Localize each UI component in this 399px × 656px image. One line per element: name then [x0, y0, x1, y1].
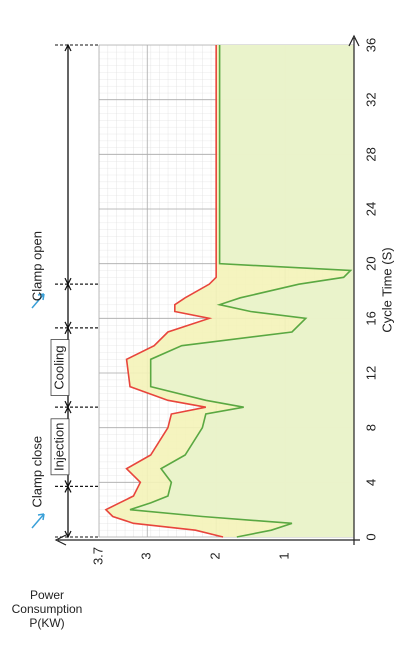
- time-arrow: [348, 34, 360, 47]
- phase-label: Clamp open: [29, 231, 44, 301]
- pointer-arrow: [31, 513, 45, 529]
- x-tick-label: 36: [363, 38, 378, 52]
- series-line: [129, 45, 353, 538]
- y-axis-label: Power Consumption P(KW): [11, 588, 83, 630]
- phase-label: Cooling: [51, 345, 66, 389]
- area-fill: [130, 45, 354, 537]
- x-tick-label: 12: [363, 366, 378, 380]
- x-tick-label: 4: [363, 479, 378, 486]
- pointer-arrow: [31, 293, 45, 309]
- y-tick-label: 3.7: [90, 547, 105, 565]
- y-tick-label: 3: [139, 552, 154, 559]
- x-tick-label: 24: [363, 202, 378, 216]
- phase-label-box: [50, 339, 70, 396]
- x-tick-label: 28: [363, 147, 378, 161]
- phase-label: Injection: [51, 423, 66, 471]
- x-tick-label: 8: [363, 424, 378, 431]
- y-tick-label: 2: [208, 552, 223, 559]
- x-axis-label: Cycle Time (S): [379, 247, 394, 332]
- x-tick-label: 16: [363, 311, 378, 325]
- series-line: [104, 45, 224, 538]
- x-tick-label: 20: [363, 256, 378, 270]
- plot: [98, 44, 354, 538]
- x-tick-label: 32: [363, 92, 378, 106]
- y-tick-label: 1: [277, 552, 292, 559]
- x-tick-label: 0: [363, 533, 378, 540]
- phase-label-box: [50, 418, 70, 476]
- phase-label: Clamp close: [29, 436, 44, 508]
